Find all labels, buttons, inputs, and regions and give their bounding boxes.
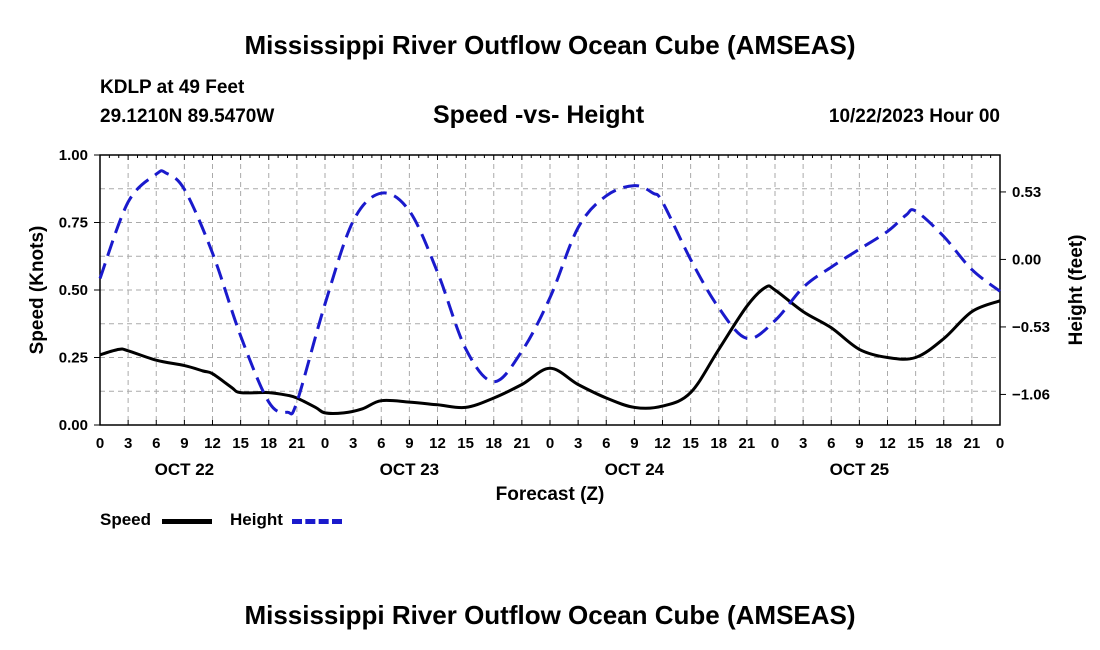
x-tick-label: 21 [514,435,531,452]
legend-height-label: Height [230,510,283,529]
y-tick-label: 0.50 [59,282,88,299]
y2-tick-label: −0.53 [1012,319,1050,336]
grid-lines [100,154,1000,426]
x-tick-label: 6 [377,435,385,452]
series-line-height [98,169,1001,416]
x-tick-label: 15 [457,435,474,452]
forecast-datetime: 10/22/2023 Hour 00 [828,106,1000,127]
day-label: OCT 24 [605,460,665,479]
axis-ticks [94,154,1006,426]
x-tick-label: 0 [96,435,104,452]
y2-tick-label: −1.06 [1012,386,1050,403]
x-tick-label: 9 [630,435,638,452]
x-tick-label: 0 [546,435,554,452]
legend-height-swatch [292,519,342,524]
station-label: KDLP at 49 Feet [100,77,245,98]
y2-tick-label: 0.53 [1012,184,1041,201]
x-tick-label: 21 [289,435,306,452]
x-tick-label: 15 [907,435,924,452]
x-tick-label: 9 [405,435,413,452]
station-coordinates: 29.1210N 89.5470W [100,106,275,127]
x-tick-label: 18 [710,435,727,452]
x-tick-label: 21 [964,435,981,452]
x-tick-label: 12 [429,435,446,452]
chart-main-title: Mississippi River Outflow Ocean Cube (AM… [244,30,856,60]
axis-labels: 0 3 6 9 12 15 18 21 0 3 6 9 12 15 18 21 0 3 6 9 12 15 18 21 0 3 6 9… [27,147,1087,505]
footer-title: Mississippi River Outflow Ocean Cube (AM… [244,600,856,630]
x-tick-label: 12 [879,435,896,452]
x-tick-label: 15 [682,435,699,452]
series-lines [98,169,1001,416]
speed-height-chart: 0 3 6 9 12 15 18 21 0 3 6 9 12 15 18 21 0 3 6 9 12 15 18 21 0 3 6 9… [27,147,1087,505]
x-tick-label: 3 [574,435,582,452]
x-tick-label: 3 [799,435,807,452]
day-label: OCT 23 [380,460,440,479]
x-tick-label: 0 [771,435,779,452]
series-line-speed [99,284,1001,415]
x-tick-label: 6 [827,435,835,452]
x-tick-label: 6 [602,435,610,452]
y2-axis-title: Height (feet) [1066,235,1087,346]
y-tick-label: 1.00 [59,147,88,164]
x-tick-label: 12 [654,435,671,452]
x-tick-label: 12 [204,435,221,452]
x-axis-title: Forecast (Z) [496,484,605,505]
y-axis-title: Speed (Knots) [27,226,48,355]
x-tick-label: 0 [321,435,329,452]
x-tick-label: 9 [855,435,863,452]
legend-speed-swatch [162,519,212,524]
legend-speed-label: Speed [100,510,152,529]
x-tick-label: 3 [124,435,132,452]
x-tick-label: 0 [996,435,1004,452]
x-tick-label: 18 [485,435,502,452]
x-tick-label: 21 [739,435,756,452]
x-tick-label: 3 [349,435,357,452]
y-tick-label: 0.25 [59,350,88,367]
day-label: OCT 22 [155,460,215,479]
chart-subtitle: Speed -vs- Height [433,101,645,129]
x-tick-label: 18 [935,435,952,452]
y-tick-label: 0.00 [59,417,88,434]
x-tick-label: 9 [180,435,188,452]
day-label: OCT 25 [830,460,890,479]
x-tick-label: 18 [260,435,277,452]
y-tick-label: 0.75 [59,215,88,232]
x-tick-label: 15 [232,435,249,452]
x-tick-label: 6 [152,435,160,452]
y2-tick-label: 0.00 [1012,251,1041,268]
